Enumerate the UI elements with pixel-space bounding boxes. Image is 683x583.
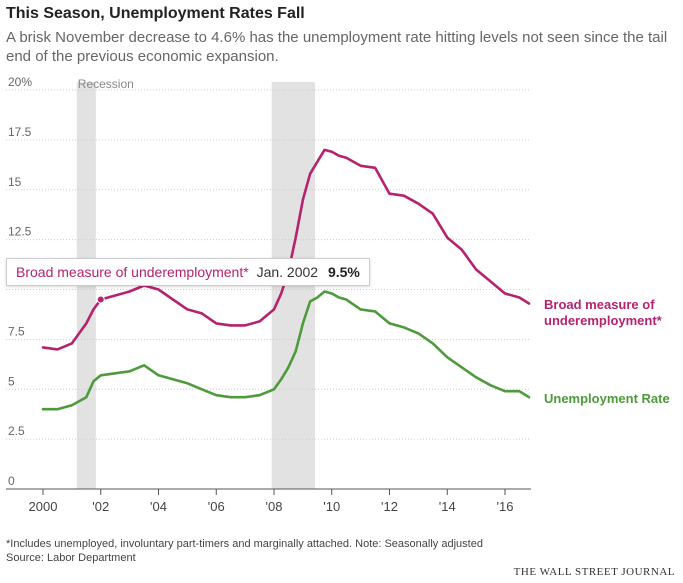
series-line-broad-underemployment xyxy=(41,148,531,351)
x-tick-label: '04 xyxy=(150,499,167,514)
y-tick-label: 15 xyxy=(8,175,22,189)
y-tick-label: 0 xyxy=(8,474,15,488)
chart-subtitle: A brisk November decrease to 4.6% has th… xyxy=(6,29,668,65)
hover-tooltip: Broad measure of underemployment* Jan. 2… xyxy=(6,258,370,286)
series-lines xyxy=(41,148,531,411)
y-tick-label: 12.5 xyxy=(8,225,32,239)
x-tick-label: '16 xyxy=(497,499,514,514)
series-label-unemployment-rate: Unemployment Rate xyxy=(544,391,670,406)
hover-point xyxy=(96,295,105,304)
series-label-line: Broad measure of xyxy=(544,297,655,312)
tooltip-value: 9.5% xyxy=(327,264,360,280)
recession-label: Recession xyxy=(78,77,134,91)
y-tick-label: 7.5 xyxy=(8,324,25,338)
y-tick-label: 2.5 xyxy=(8,424,25,438)
chart-title: This Season, Unemployment Rates Fall xyxy=(6,5,305,22)
x-tick-label: '06 xyxy=(208,499,225,514)
tooltip-date: Jan. 2002 xyxy=(256,264,319,280)
footnote: *Includes unemployed, involuntary part-t… xyxy=(6,538,483,550)
series-line-unemployment-rate xyxy=(41,290,531,411)
x-tick-label: '02 xyxy=(92,499,109,514)
series-label-broad-underemployment: Broad measure of underemployment* xyxy=(544,297,680,329)
gridlines xyxy=(6,89,531,490)
x-axis: 2000 '02 '04 '06 '08 '10 '12 '14 '16 xyxy=(29,489,514,514)
series-label-line: underemployment* xyxy=(544,313,662,328)
x-tick-label: '14 xyxy=(439,499,456,514)
tooltip-series-name: Broad measure of underemployment* xyxy=(16,264,249,280)
y-tick-label: 20% xyxy=(8,75,32,89)
publisher-logo: THE WALL STREET JOURNAL xyxy=(513,566,675,578)
x-tick-label: '12 xyxy=(381,499,398,514)
hover-marker xyxy=(96,295,105,304)
x-tick-label: '10 xyxy=(323,499,340,514)
source-note: Source: Labor Department xyxy=(6,552,136,564)
y-tick-label: 5 xyxy=(8,374,15,388)
y-tick-label: 17.5 xyxy=(8,125,32,139)
x-tick-label: '08 xyxy=(266,499,283,514)
x-tick-label: 2000 xyxy=(29,499,58,514)
